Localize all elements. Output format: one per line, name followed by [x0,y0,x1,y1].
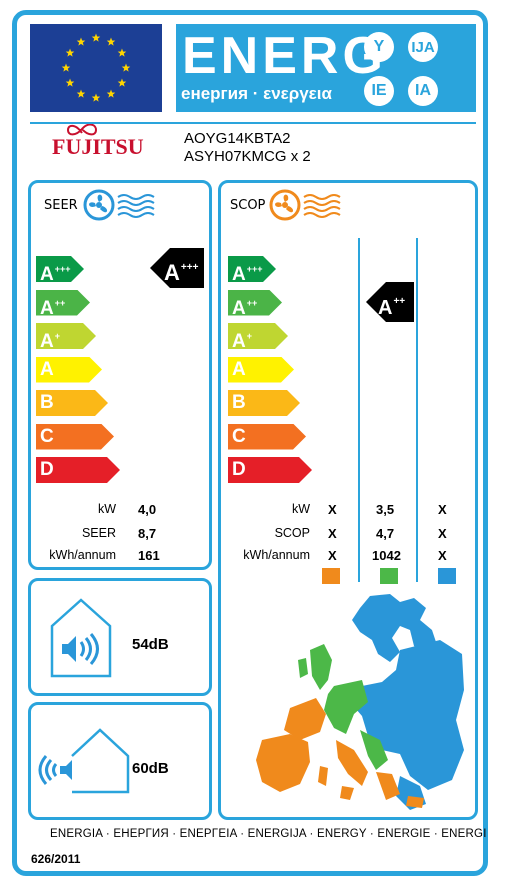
label-frame [12,10,488,876]
energy-class-arrow: D [36,457,120,483]
lang-badge-ija: IJA [408,32,438,62]
energy-class-arrow: A [36,357,102,383]
energy-class-arrow: A++ [36,290,90,316]
energy-class-arrow: D [228,457,312,483]
eu-star-icon [76,89,86,98]
model-indoor: ASYH07KMCG x 2 [184,148,311,165]
eu-star-icon [61,63,71,72]
eu-flag [30,24,162,112]
scop-row-value: X [438,502,447,517]
eu-star-icon [65,48,75,57]
lang-badge-ie: IE [364,76,394,106]
energy-class-arrow: A+ [228,323,288,349]
eu-star-icon [91,33,101,42]
cooling-fan-icon [82,188,166,227]
scop-row-value: X [328,526,337,541]
indoor-speaker-icon [50,596,112,683]
outdoor-speaker-icon [38,728,130,799]
seer-row-label: SEER [81,526,116,540]
seer-row-value: 161 [138,548,160,563]
seer-label: SEER [44,198,78,213]
eu-star-icon [117,78,127,87]
scop-row-value: 1042 [372,548,401,563]
eu-star-icon [91,93,101,102]
energy-class-arrow: A+ [36,323,96,349]
energy-class-arrow: A [228,357,294,383]
outdoor-noise-value: 60dB [132,760,169,777]
scop-row-value: 3,5 [376,502,395,517]
lang-badge-y: Y [364,32,394,62]
colder-zone-swatch [322,568,340,584]
scop-row-value: X [438,548,447,563]
eu-star-icon [76,37,86,46]
energy-class-arrow: A++ [228,290,282,316]
seer-row-label: kW [97,502,116,516]
scop-row-value: X [328,548,337,563]
warmer-zone-swatch [438,568,456,584]
eu-star-icon [106,89,116,98]
energy-class-arrow: C [228,424,306,450]
scop-row-value: X [328,502,337,517]
energy-class-arrow: C [36,424,114,450]
energy-class-arrow: B [36,390,108,416]
eu-star-icon [106,37,116,46]
regulation-number: 626/2011 [31,852,81,866]
europe-climate-map [250,590,472,814]
seer-row-value: 8,7 [138,526,157,541]
outdoor-noise-panel [28,702,212,820]
scop-row-label: SCOP [274,526,310,540]
eu-star-icon [117,48,127,57]
indoor-noise-value: 54dB [132,636,169,653]
eu-stars-icon [61,33,131,102]
indoor-noise-panel [28,578,212,696]
brand-logo: FUJITSU [52,134,144,159]
zone-divider [416,238,418,582]
eu-star-icon [121,63,131,72]
lang-badge-ia: IA [408,76,438,106]
seer-row-value: 4,0 [138,502,157,517]
header-divider [30,122,476,124]
energy-word: ENERG [182,27,387,85]
seer-row-label: kWh/annum [49,548,116,562]
energy-class-arrow: B [228,390,300,416]
zone-divider [358,238,360,582]
scop-label: SCOP [230,198,266,213]
heating-fan-icon [268,188,352,227]
seer-panel [28,180,212,570]
scop-row-label: kWh/annum [243,548,310,562]
fujitsu-infinity-icon [60,123,120,138]
footer-languages: ENERGIA · ЕНЕРГИЯ · ΕΝΕΡΓΕΙΑ · ENERGIJA … [50,828,487,840]
scop-row-label: kW [291,502,310,516]
scop-panel [218,180,478,820]
scop-row-value: 4,7 [376,526,395,541]
eu-star-icon [65,78,75,87]
model-outdoor: AOYG14KBTA2 [184,130,291,147]
average-zone-swatch [380,568,398,584]
energy-subtitle: енергия · ενεργεια [181,84,332,103]
scop-row-value: X [438,526,447,541]
